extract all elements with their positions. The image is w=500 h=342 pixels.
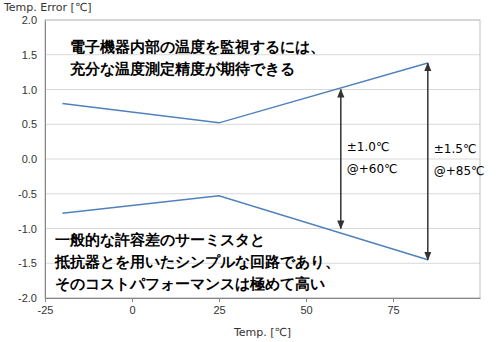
x-tick: 0 xyxy=(129,298,135,316)
x-axis: -25 0 25 50 75 xyxy=(38,298,481,316)
y-tick-label: -1.0 xyxy=(18,223,37,235)
y-tick-label: 0.5 xyxy=(22,118,37,130)
y-tick-label: 0.0 xyxy=(22,153,37,165)
y-tick: 0.5 xyxy=(22,118,45,130)
x-tick-label: 75 xyxy=(387,304,399,316)
y-tick-label: 1.5 xyxy=(22,49,37,61)
y-tick-label: 2.0 xyxy=(22,14,37,26)
chart: -2.0 -1.5 -1.0 -0.5 0.0 0.5 1.0 1.5 2.0 -25 0 25 50 7… xyxy=(0,0,500,342)
grid-line xyxy=(45,193,480,194)
note-text: 電子機器内部の温度を監視するには、 xyxy=(70,38,325,56)
arrow-label: ±1.5℃ xyxy=(434,142,477,156)
x-tick: 25 xyxy=(213,298,225,316)
y-tick: -1.0 xyxy=(18,223,45,235)
y-tick-label: -1.5 xyxy=(18,257,37,269)
x-tick-mark xyxy=(132,298,133,302)
note-text: そのコストパフォーマンスは極めて高い xyxy=(55,275,325,293)
x-tick-mark xyxy=(219,298,220,302)
y-tick-label: 1.0 xyxy=(22,84,37,96)
x-tick: -25 xyxy=(38,298,54,316)
x-axis-title: Temp. [℃] xyxy=(233,326,291,339)
y-tick: -2.0 xyxy=(18,292,45,304)
y-axis-title: Temp. Error [℃] xyxy=(3,1,92,14)
grid-line xyxy=(45,159,480,160)
grid-line xyxy=(45,89,480,90)
grid xyxy=(45,20,480,298)
y-tick: 0.0 xyxy=(22,153,45,165)
note-text: 抵抗器とを用いたシンプルな回路であり、 xyxy=(54,253,340,271)
plot: -2.0 -1.5 -1.0 -0.5 0.0 0.5 1.0 1.5 2.0 -25 0 25 50 7… xyxy=(18,14,480,316)
y-axis-line xyxy=(45,21,46,299)
annotations: 電子機器内部の温度を監視するには、充分な温度測定精度が期待できる一般的な許容差の… xyxy=(54,38,485,293)
arrow-label: @+60℃ xyxy=(347,162,398,176)
x-tick-label: 0 xyxy=(129,304,135,316)
x-axis-line xyxy=(46,298,481,299)
x-tick-label: 25 xyxy=(213,304,225,316)
y-axis: -2.0 -1.5 -1.0 -0.5 0.0 0.5 1.0 1.5 2.0 xyxy=(18,14,45,304)
x-tick-mark xyxy=(393,298,394,302)
x-tick-label: -25 xyxy=(38,304,54,316)
arrow-label: @+85℃ xyxy=(434,164,485,178)
x-tick-mark xyxy=(45,298,46,302)
plot-frame xyxy=(45,20,480,298)
grid-line xyxy=(45,228,480,229)
y-tick: -1.5 xyxy=(18,257,45,269)
range-arrow xyxy=(427,63,429,260)
arrow-label: ±1.0℃ xyxy=(347,140,390,154)
note-text: 充分な温度測定精度が期待できる xyxy=(69,60,295,78)
x-tick: 75 xyxy=(387,298,399,316)
y-tick: 1.5 xyxy=(22,49,45,61)
x-tick-label: 50 xyxy=(300,304,312,316)
x-tick-mark xyxy=(306,298,307,302)
grid-line xyxy=(45,124,480,125)
range-arrow xyxy=(340,90,342,229)
y-tick-label: -0.5 xyxy=(18,188,37,200)
y-tick: -0.5 xyxy=(18,188,45,200)
y-tick: 1.0 xyxy=(22,84,45,96)
y-tick: 2.0 xyxy=(22,14,45,26)
note-text: 一般的な許容差のサーミスタと xyxy=(55,231,265,249)
x-tick: 50 xyxy=(300,298,312,316)
y-tick-label: -2.0 xyxy=(18,292,37,304)
series-line xyxy=(62,196,427,260)
